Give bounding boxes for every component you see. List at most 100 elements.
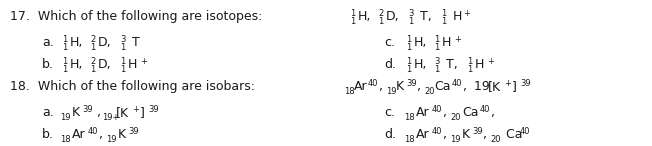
Text: Ca: Ca — [502, 128, 522, 141]
Text: 1: 1 — [441, 16, 446, 26]
Text: 1: 1 — [62, 65, 67, 73]
Text: 39: 39 — [472, 126, 482, 135]
Text: T: T — [128, 36, 140, 49]
Text: 40: 40 — [88, 126, 98, 135]
Text: +: + — [132, 105, 139, 113]
Text: ,: , — [491, 106, 495, 119]
Text: K: K — [118, 128, 126, 141]
Text: 1: 1 — [90, 65, 95, 73]
Text: H: H — [475, 58, 484, 71]
Text: 19: 19 — [470, 80, 490, 93]
Text: 1: 1 — [120, 57, 125, 66]
Text: K: K — [72, 106, 80, 119]
Text: D,: D, — [386, 10, 400, 23]
Text: H: H — [442, 36, 451, 49]
Text: T,: T, — [442, 58, 458, 71]
Text: H,: H, — [414, 58, 427, 71]
Text: ,: , — [483, 128, 487, 141]
Text: a.: a. — [42, 106, 53, 119]
Text: 2: 2 — [378, 8, 383, 18]
Text: 39: 39 — [406, 79, 417, 87]
Text: ,: , — [443, 128, 447, 141]
Text: 3: 3 — [408, 8, 413, 18]
Text: 1: 1 — [434, 34, 439, 44]
Text: 1: 1 — [406, 34, 411, 44]
Text: 18: 18 — [404, 113, 415, 121]
Text: Ca: Ca — [434, 80, 451, 93]
Text: 1: 1 — [90, 42, 95, 52]
Text: 20: 20 — [490, 134, 501, 144]
Text: 1: 1 — [467, 57, 472, 66]
Text: 2: 2 — [90, 34, 95, 44]
Text: ,: , — [417, 80, 421, 93]
Text: 18.  Which of the following are isobars:: 18. Which of the following are isobars: — [10, 80, 255, 93]
Text: 18: 18 — [344, 86, 355, 95]
Text: +: + — [140, 57, 147, 66]
Text: 19: 19 — [386, 86, 396, 95]
Text: 1: 1 — [120, 65, 125, 73]
Text: 1: 1 — [350, 8, 355, 18]
Text: d.: d. — [384, 128, 396, 141]
Text: b.: b. — [42, 128, 54, 141]
Text: ,: , — [93, 106, 101, 119]
Text: [K: [K — [116, 106, 129, 119]
Text: K: K — [396, 80, 404, 93]
Text: c.: c. — [384, 36, 395, 49]
Text: 40: 40 — [520, 126, 531, 135]
Text: 19: 19 — [450, 134, 460, 144]
Text: +: + — [487, 57, 494, 66]
Text: Ar: Ar — [72, 128, 85, 141]
Text: d.: d. — [384, 58, 396, 71]
Text: 1: 1 — [120, 42, 125, 52]
Text: 1: 1 — [434, 65, 439, 73]
Text: 3: 3 — [434, 57, 439, 66]
Text: H,: H, — [358, 10, 372, 23]
Text: 1: 1 — [62, 34, 67, 44]
Text: H: H — [449, 10, 462, 23]
Text: b.: b. — [42, 58, 54, 71]
Text: 1: 1 — [408, 16, 413, 26]
Text: 3: 3 — [120, 34, 125, 44]
Text: 19: 19 — [106, 134, 117, 144]
Text: 19: 19 — [60, 113, 70, 121]
Text: 1: 1 — [406, 57, 411, 66]
Text: 18: 18 — [404, 134, 415, 144]
Text: 1: 1 — [62, 57, 67, 66]
Text: +: + — [504, 79, 511, 87]
Text: Ar: Ar — [354, 80, 368, 93]
Text: 39: 39 — [520, 79, 531, 87]
Text: Ca: Ca — [462, 106, 479, 119]
Text: 19+: 19+ — [102, 113, 119, 121]
Text: 40: 40 — [480, 105, 490, 113]
Text: H,: H, — [70, 36, 83, 49]
Text: 40: 40 — [432, 105, 443, 113]
Text: ,: , — [99, 128, 103, 141]
Text: 1: 1 — [441, 8, 446, 18]
Text: 18: 18 — [60, 134, 70, 144]
Text: 1: 1 — [434, 42, 439, 52]
Text: H,: H, — [70, 58, 83, 71]
Text: Ar: Ar — [416, 106, 430, 119]
Text: 40: 40 — [368, 79, 379, 87]
Text: 1: 1 — [350, 16, 355, 26]
Text: ,: , — [443, 106, 447, 119]
Text: 2: 2 — [90, 57, 95, 66]
Text: [K: [K — [488, 80, 501, 93]
Text: ,: , — [463, 80, 467, 93]
Text: 1: 1 — [62, 42, 67, 52]
Text: +: + — [454, 34, 461, 44]
Text: K: K — [462, 128, 470, 141]
Text: 39: 39 — [128, 126, 139, 135]
Text: 1: 1 — [378, 16, 383, 26]
Text: H: H — [128, 58, 138, 71]
Text: 40: 40 — [432, 126, 443, 135]
Text: a.: a. — [42, 36, 53, 49]
Text: 39: 39 — [82, 105, 93, 113]
Text: 1: 1 — [467, 65, 472, 73]
Text: 39: 39 — [148, 105, 158, 113]
Text: ]: ] — [140, 106, 145, 119]
Text: 1: 1 — [406, 65, 411, 73]
Text: T,: T, — [416, 10, 432, 23]
Text: D,: D, — [98, 58, 111, 71]
Text: 17.  Which of the following are isotopes:: 17. Which of the following are isotopes: — [10, 10, 262, 23]
